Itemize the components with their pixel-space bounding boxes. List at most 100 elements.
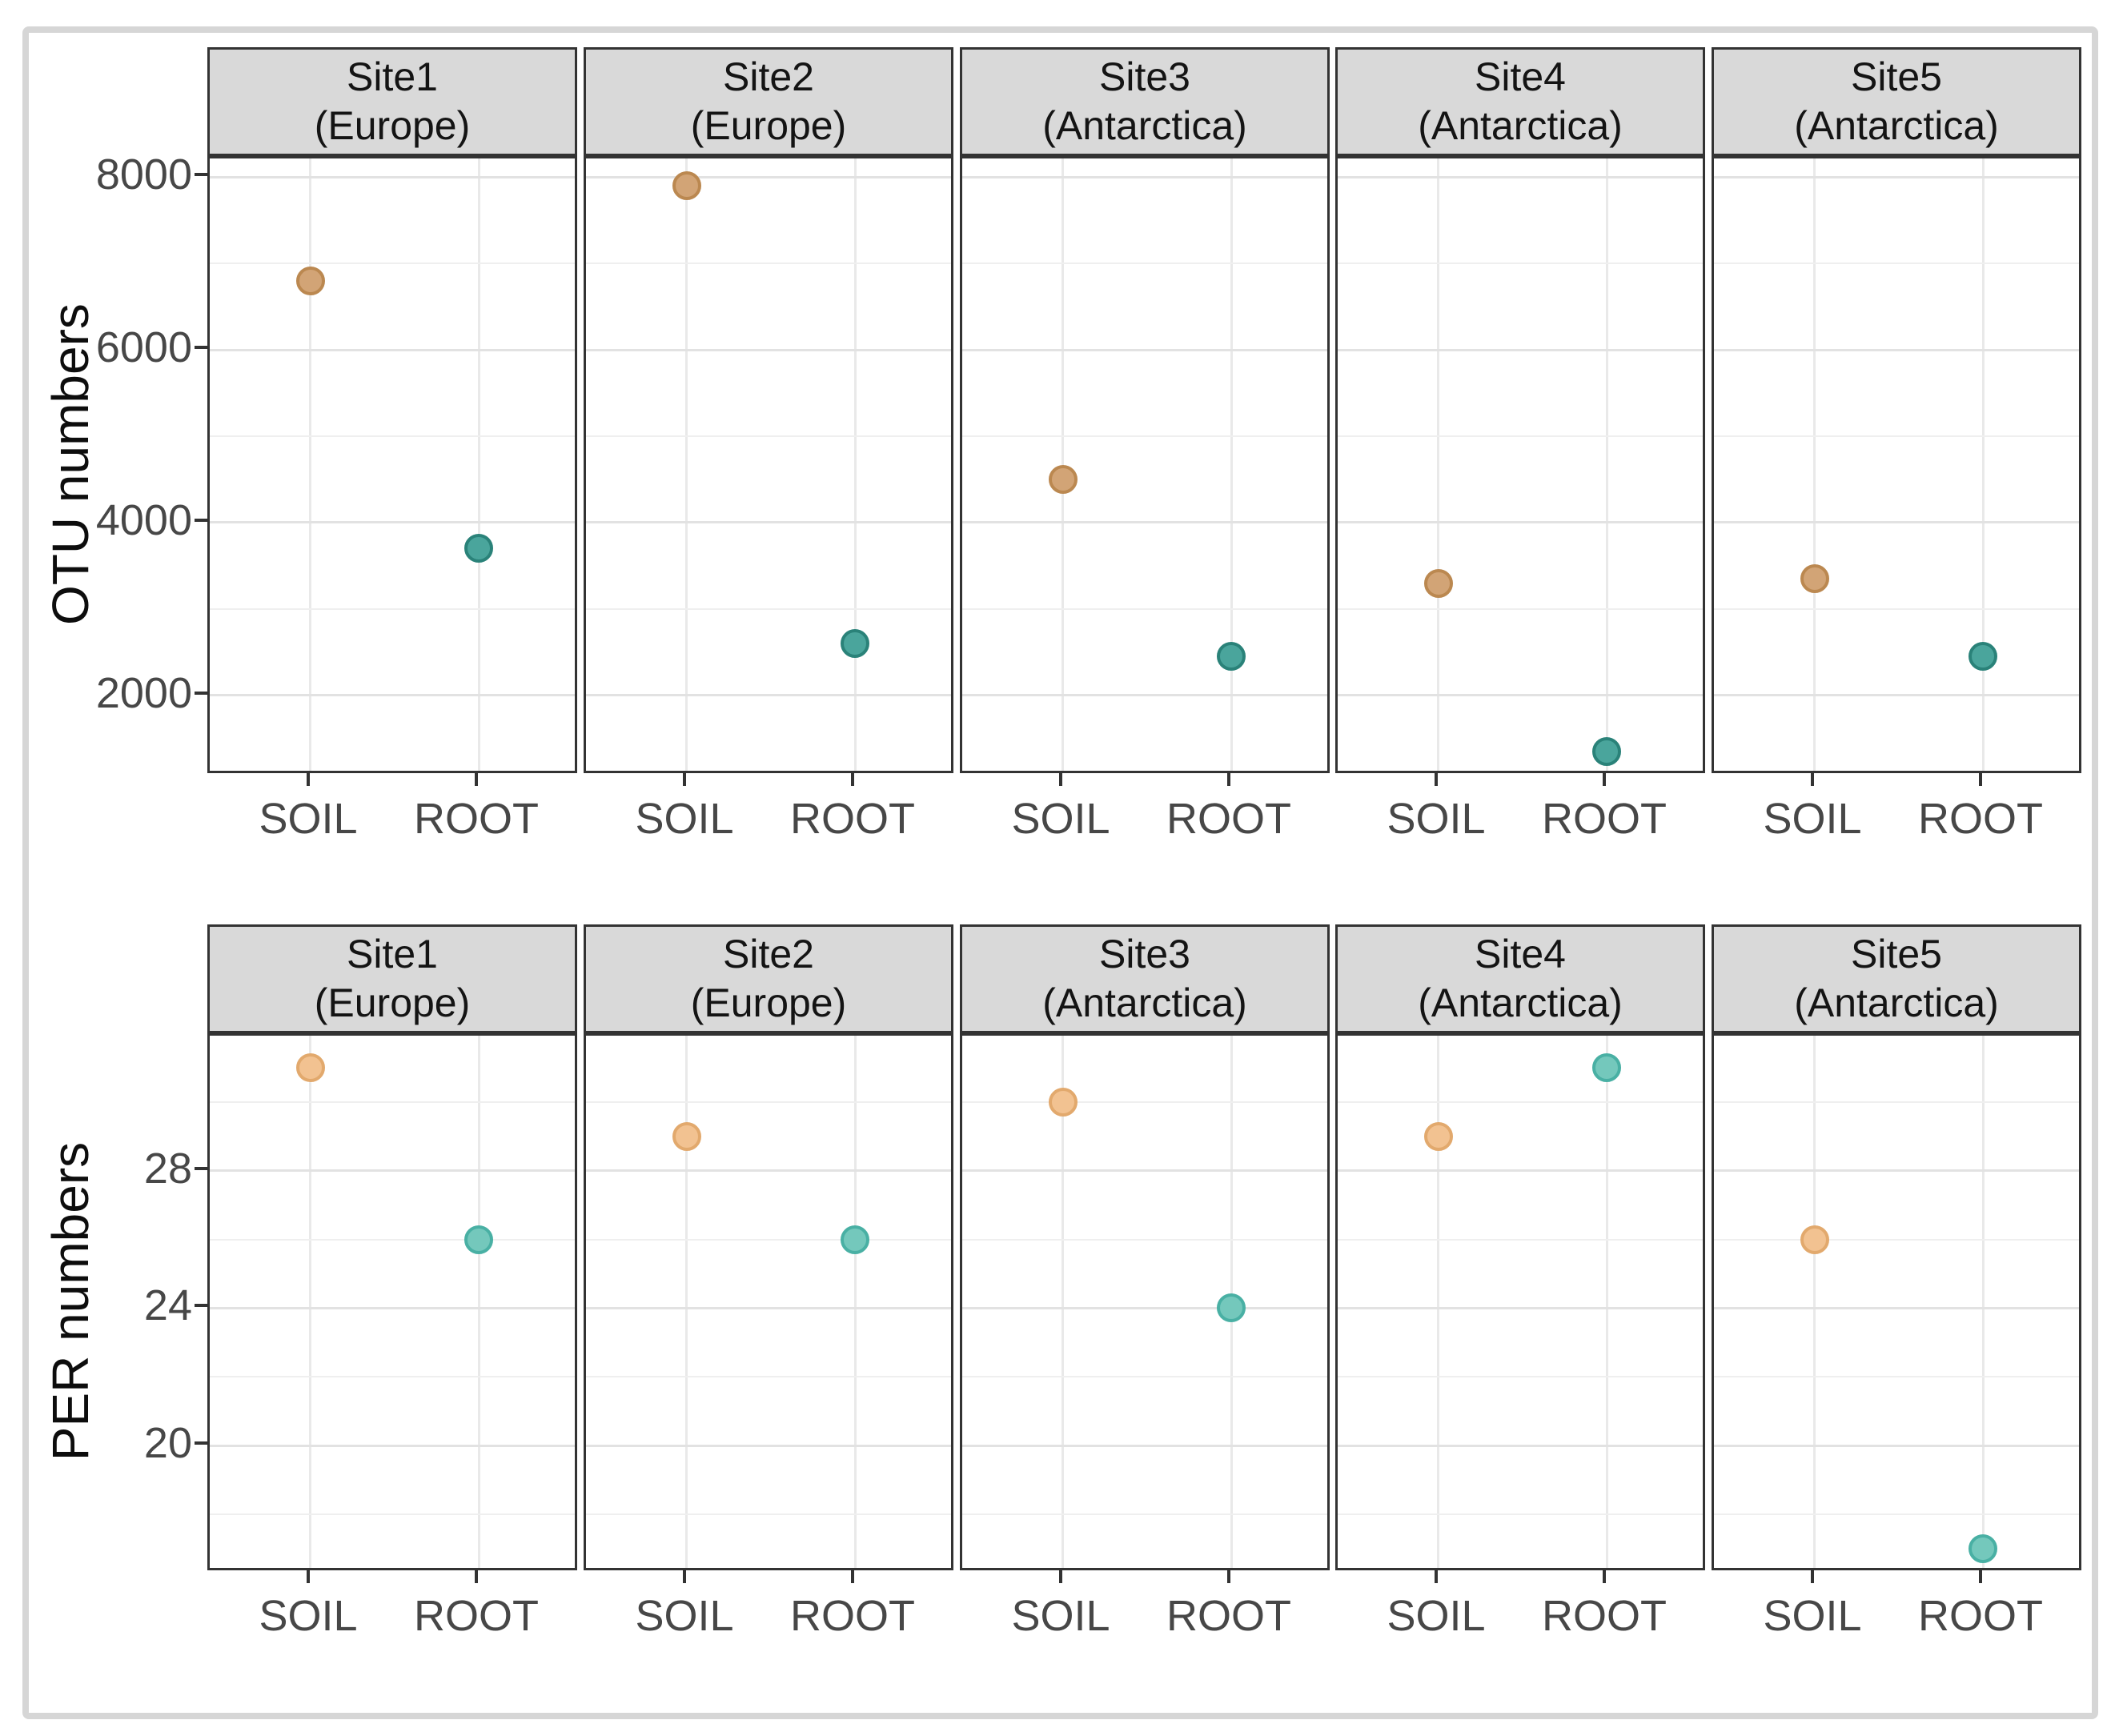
x-tick-mark bbox=[682, 1570, 686, 1583]
x-tick-mark bbox=[1810, 773, 1814, 786]
gridline-major bbox=[586, 1444, 951, 1447]
x-tick-label: ROOT bbox=[1542, 795, 1667, 843]
gridline-minor bbox=[586, 1513, 951, 1516]
gridline-major bbox=[1714, 1169, 2079, 1173]
gridline-vertical bbox=[1437, 158, 1440, 771]
x-tick-label: ROOT bbox=[790, 1592, 915, 1640]
gridline-major bbox=[210, 348, 575, 351]
gridline-vertical bbox=[309, 1036, 312, 1568]
gridline-minor bbox=[586, 607, 951, 610]
data-point-soil bbox=[1423, 568, 1453, 598]
data-point-root bbox=[841, 629, 869, 659]
facet-strip: Site3 (Antarctica) bbox=[960, 47, 1330, 156]
data-point-soil bbox=[295, 1052, 325, 1082]
gridline-minor bbox=[1714, 435, 2079, 437]
facet-strip: Site5 (Antarctica) bbox=[1712, 47, 2081, 156]
data-point-soil bbox=[1423, 1121, 1453, 1151]
gridline-minor bbox=[1714, 607, 2079, 610]
gridline-vertical bbox=[1605, 1036, 1608, 1568]
gridline-minor bbox=[210, 435, 575, 437]
x-tick-mark bbox=[1434, 1570, 1438, 1583]
facet-strip-subtitle: (Antarctica) bbox=[1794, 980, 1999, 1025]
gridline-minor bbox=[962, 607, 1327, 610]
gridline-minor bbox=[586, 1376, 951, 1378]
data-point-root bbox=[464, 1225, 493, 1254]
gridline-vertical bbox=[1813, 1036, 1816, 1568]
data-point-root bbox=[1969, 642, 1997, 672]
gridline-minor bbox=[962, 1238, 1327, 1241]
gridline-vertical bbox=[853, 158, 857, 771]
x-tick-label: SOIL bbox=[1011, 795, 1110, 843]
data-point-soil bbox=[1800, 564, 1829, 594]
gridline-major bbox=[962, 1169, 1327, 1173]
gridline-major bbox=[1338, 1444, 1703, 1447]
data-point-root bbox=[1217, 1293, 1246, 1323]
data-point-soil bbox=[1048, 1087, 1078, 1117]
gridline-major bbox=[210, 694, 575, 697]
x-tick-mark bbox=[851, 773, 854, 786]
gridline-major bbox=[1338, 694, 1703, 697]
gridline-major bbox=[586, 521, 951, 524]
gridline-vertical bbox=[477, 158, 480, 771]
x-tick-mark bbox=[1058, 1570, 1062, 1583]
y-tick-mark bbox=[195, 691, 207, 695]
gridline-minor bbox=[1714, 1376, 2079, 1378]
gridline-major bbox=[586, 1169, 951, 1173]
gridline-minor bbox=[586, 435, 951, 437]
gridline-major bbox=[1338, 521, 1703, 524]
gridline-vertical bbox=[685, 1036, 688, 1568]
x-tick-mark bbox=[682, 773, 686, 786]
y-tick-label: 6000 bbox=[95, 323, 192, 371]
facet-strip: Site2 (Europe) bbox=[584, 924, 953, 1033]
x-tick-label: SOIL bbox=[635, 1592, 734, 1640]
x-tick-mark bbox=[1603, 773, 1606, 786]
facet-panel bbox=[1335, 156, 1705, 773]
facet-strip-title: Site3 bbox=[1099, 54, 1190, 99]
gridline-vertical bbox=[1813, 158, 1816, 771]
facet-panel bbox=[207, 156, 577, 773]
y-tick-label: 24 bbox=[143, 1281, 192, 1330]
gridline-vertical bbox=[1437, 1036, 1440, 1568]
gridline-major bbox=[1338, 348, 1703, 351]
gridline-major bbox=[210, 1444, 575, 1447]
data-point-root bbox=[841, 1225, 869, 1254]
gridline-minor bbox=[210, 263, 575, 264]
y-tick-mark bbox=[195, 346, 207, 349]
facet-strip-title: Site1 bbox=[347, 932, 438, 976]
gridline-major bbox=[586, 1306, 951, 1309]
data-point-soil bbox=[1800, 1225, 1829, 1254]
gridline-major bbox=[210, 1306, 575, 1309]
gridline-minor bbox=[586, 1101, 951, 1103]
gridline-major bbox=[210, 521, 575, 524]
facet-strip-subtitle: (Europe) bbox=[690, 980, 847, 1025]
gridline-minor bbox=[1338, 1238, 1703, 1241]
y-tick-label: 4000 bbox=[95, 495, 192, 544]
facet-panel bbox=[207, 1033, 577, 1570]
gridline-vertical bbox=[309, 158, 312, 771]
x-tick-label: ROOT bbox=[1542, 1592, 1667, 1640]
y-tick-label: 8000 bbox=[95, 150, 192, 198]
gridline-major bbox=[1714, 694, 2079, 697]
gridline-vertical bbox=[853, 1036, 857, 1568]
gridline-minor bbox=[962, 1101, 1327, 1103]
x-tick-mark bbox=[1227, 773, 1230, 786]
gridline-minor bbox=[210, 1238, 575, 1241]
x-tick-mark bbox=[1058, 773, 1062, 786]
gridline-vertical bbox=[1230, 158, 1233, 771]
gridline-minor bbox=[1338, 1376, 1703, 1378]
x-tick-label: ROOT bbox=[1166, 1592, 1291, 1640]
x-tick-label: ROOT bbox=[414, 795, 539, 843]
data-point-root bbox=[1592, 1052, 1621, 1082]
gridline-major bbox=[1714, 1306, 2079, 1309]
facet-strip: Site2 (Europe) bbox=[584, 47, 953, 156]
gridline-minor bbox=[1338, 263, 1703, 264]
x-tick-label: SOIL bbox=[259, 795, 358, 843]
gridline-major bbox=[1338, 175, 1703, 178]
facet-panel bbox=[1712, 1033, 2081, 1570]
gridline-minor bbox=[962, 1513, 1327, 1516]
gridline-minor bbox=[210, 1513, 575, 1516]
gridline-minor bbox=[1338, 607, 1703, 610]
gridline-major bbox=[586, 348, 951, 351]
gridline-major bbox=[1714, 175, 2079, 178]
y-tick-mark bbox=[195, 1166, 207, 1170]
